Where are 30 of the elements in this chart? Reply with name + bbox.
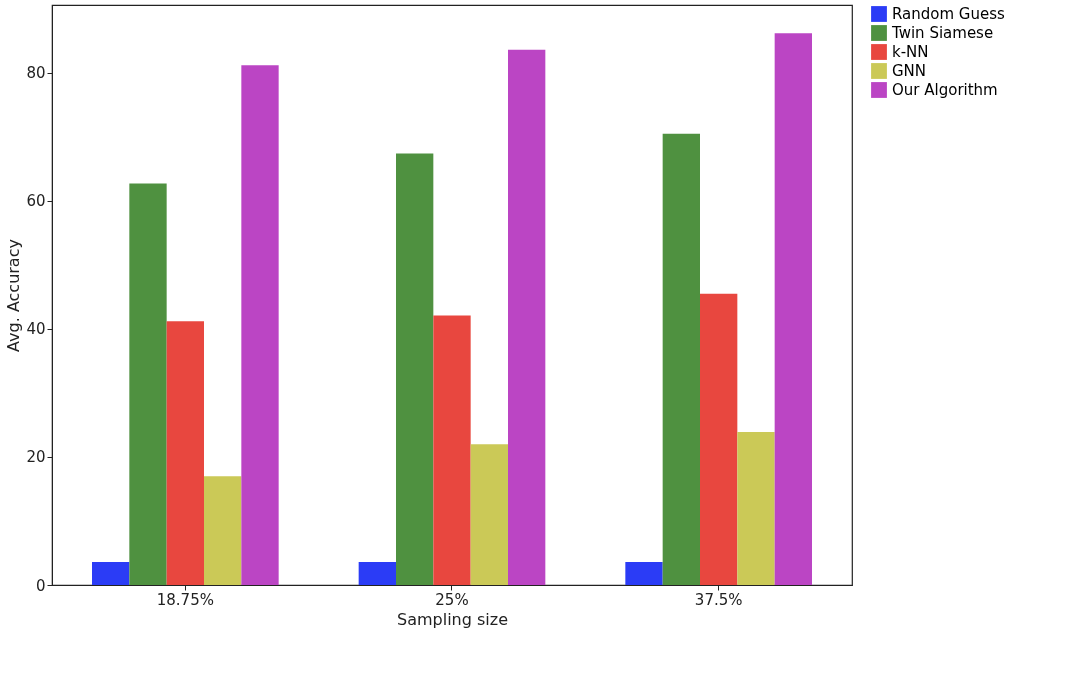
- y-axis-title: Avg. Accuracy: [4, 239, 24, 352]
- legend-label: Our Algorithm: [892, 81, 998, 99]
- y-tick-label: 60: [26, 192, 46, 211]
- bar: [625, 561, 663, 585]
- x-axis-title: Sampling size: [397, 609, 508, 629]
- bar: [396, 153, 434, 585]
- legend-label: GNN: [892, 62, 927, 80]
- x-tick-label: 18.75%: [156, 590, 214, 609]
- y-tick-label: 20: [26, 448, 46, 467]
- bar: [700, 293, 738, 585]
- legend-label: k-NN: [892, 43, 929, 61]
- bar: [358, 561, 396, 585]
- legend-label: Twin Siamese: [891, 24, 994, 42]
- y-tick-label: 80: [26, 64, 46, 83]
- bar: [204, 476, 242, 585]
- x-tick-label: 25%: [435, 590, 469, 609]
- x-tick-label: 37.5%: [694, 590, 743, 609]
- y-tick-label: 0: [35, 576, 46, 595]
- bar: [774, 33, 812, 585]
- bar: [508, 49, 546, 585]
- bar: [129, 183, 167, 585]
- bar: [662, 133, 700, 585]
- bar: [241, 65, 279, 585]
- bar: [433, 315, 471, 585]
- bar: [92, 561, 130, 585]
- bar: [470, 444, 508, 585]
- bar: [737, 432, 775, 585]
- legend-label: Random Guess: [892, 5, 1006, 23]
- bar: [166, 321, 204, 585]
- y-tick-label: 40: [26, 320, 46, 339]
